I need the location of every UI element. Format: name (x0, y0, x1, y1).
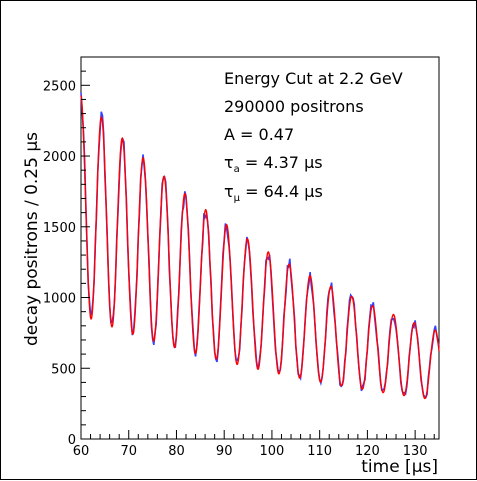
x-tick-label: 80 (168, 444, 185, 459)
plot-area (80, 56, 440, 440)
annotation-tau-mu-value: = 64.4 μs (240, 182, 323, 201)
annotation-asymmetry: A = 0.47 (224, 125, 294, 144)
plot-border (80, 56, 440, 440)
y-tick-label: 500 (51, 362, 76, 377)
annotation-energy-cut: Energy Cut at 2.2 GeV (224, 69, 403, 88)
annotation-tau-a-symbol: τ (224, 153, 234, 172)
annotation-box: Energy Cut at 2.2 GeV 290000 positrons A… (224, 69, 403, 204)
y-axis-label: decay positrons / 0.25 μs (22, 132, 42, 346)
x-tick-label: 130 (403, 444, 428, 459)
x-axis: 60 70 80 90 100 110 120 130 (73, 430, 435, 459)
y-tick-label: 2500 (43, 79, 76, 94)
x-tick-label: 110 (307, 444, 332, 459)
y-tick-label: 2000 (43, 150, 76, 165)
x-tick-label: 90 (216, 444, 233, 459)
y-tick-label: 1500 (43, 221, 76, 236)
annotation-tau-mu-symbol: τ (224, 182, 234, 201)
annotation-tau-mu-subscript: μ (234, 193, 241, 204)
annotation-tau-mu: τμ = 64.4 μs (224, 182, 323, 204)
x-tick-label: 100 (260, 444, 285, 459)
annotation-tau-a-subscript: a (234, 164, 240, 175)
y-tick-label: 1000 (43, 292, 76, 307)
y-tick-label: 0 (68, 433, 76, 448)
y-axis: 0 500 1000 1500 2000 2500 (43, 56, 90, 448)
x-axis-label: time [μs] (361, 457, 438, 477)
x-tick-label: 70 (120, 444, 137, 459)
fit-curve (80, 95, 440, 400)
annotation-tau-a-value: = 4.37 μs (240, 153, 323, 172)
annotation-tau-a: τa = 4.37 μs (224, 153, 323, 175)
x-tick-label: 60 (73, 444, 90, 459)
annotation-positron-count: 290000 positrons (224, 97, 364, 116)
x-tick-label: 120 (355, 444, 380, 459)
